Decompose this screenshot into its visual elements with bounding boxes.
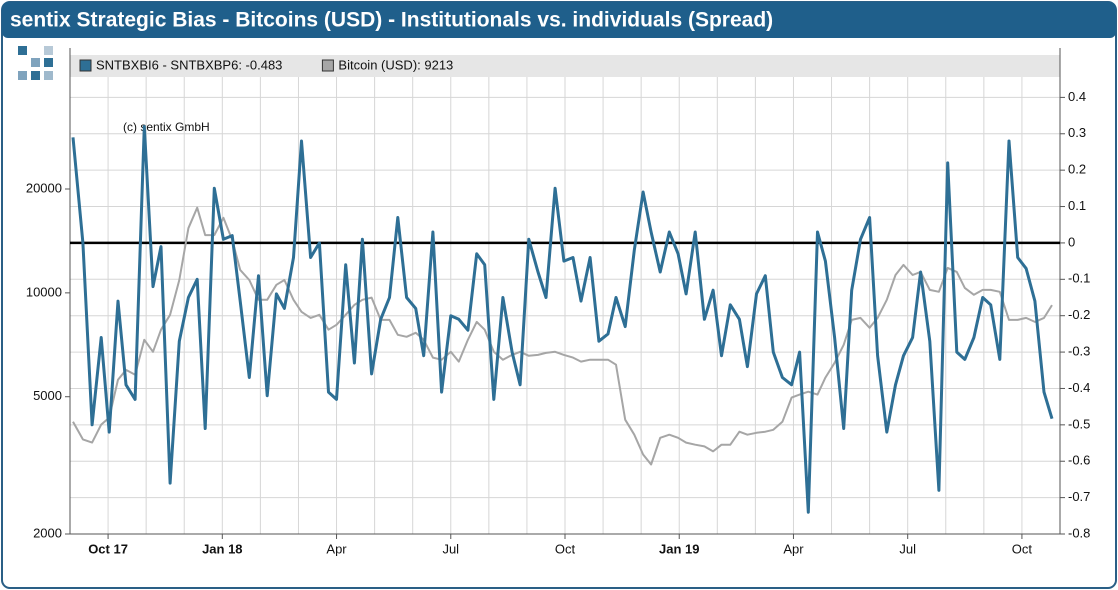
y-tick-label: 2000 xyxy=(33,525,62,540)
y-tick-label: 10000 xyxy=(26,284,62,299)
x-tick-label: Apr xyxy=(326,541,347,556)
y-tick-label: 5000 xyxy=(33,388,62,403)
logo xyxy=(18,46,53,80)
x-tick-label: Oct 17 xyxy=(88,541,128,556)
annotation: (c) sentix GmbH xyxy=(123,120,210,134)
x-tick-label: Jan 19 xyxy=(659,541,699,556)
y2-tick-label: 0 xyxy=(1068,234,1075,249)
y2-tick-label: 0.2 xyxy=(1068,162,1086,177)
y2-tick-label: -0.1 xyxy=(1068,271,1090,286)
legend-label: SNTBXBI6 - SNTBXBP6: -0.483 xyxy=(96,57,282,72)
y2-tick-label: -0.5 xyxy=(1068,416,1090,431)
legend-label: Bitcoin (USD): 9213 xyxy=(338,57,453,72)
y2-tick-label: -0.4 xyxy=(1068,380,1090,395)
chart-title: sentix Strategic Bias - Bitcoins (USD) -… xyxy=(10,9,773,32)
x-tick-label: Oct xyxy=(555,541,576,556)
x-tick-label: Jul xyxy=(442,541,459,556)
y2-tick-label: 0.1 xyxy=(1068,198,1086,213)
y2-tick-label: -0.2 xyxy=(1068,307,1090,322)
x-tick-label: Apr xyxy=(783,541,804,556)
x-tick-label: Jan 18 xyxy=(202,541,242,556)
y2-tick-label: 0.4 xyxy=(1068,89,1086,104)
title-bar xyxy=(2,2,1116,38)
y2-tick-label: -0.8 xyxy=(1068,525,1090,540)
y2-tick-label: -0.7 xyxy=(1068,489,1090,504)
x-tick-label: Oct xyxy=(1012,541,1033,556)
legend-strip xyxy=(70,55,1060,77)
y2-tick-label: -0.3 xyxy=(1068,344,1090,359)
series-line xyxy=(71,125,1054,514)
y2-tick-label: 0.3 xyxy=(1068,125,1086,140)
legend-swatch xyxy=(321,59,334,72)
y2-tick-label: -0.6 xyxy=(1068,453,1090,468)
x-tick-label: Jul xyxy=(899,541,916,556)
y-tick-label: 20000 xyxy=(26,180,62,195)
series-line xyxy=(72,206,1053,466)
legend-swatch xyxy=(79,59,92,72)
